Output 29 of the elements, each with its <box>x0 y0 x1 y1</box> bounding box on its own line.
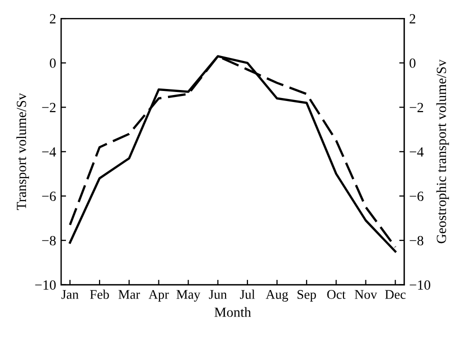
y-tick-label: −10 <box>35 280 56 290</box>
y2-tick-label: −10 <box>410 280 430 290</box>
x-tick-label: Sep <box>298 290 316 302</box>
x-tick-label: Jun <box>208 290 227 299</box>
x-tick-label: May <box>176 290 200 302</box>
x-axis-title: Month <box>214 307 251 317</box>
y2-tick-label: 2 <box>410 14 416 24</box>
x-tick-label: Apr <box>148 290 169 302</box>
x-tick-label: Oct <box>327 290 346 299</box>
y-tick-label: 2 <box>50 14 56 24</box>
y2-tick-label: −6 <box>410 192 424 201</box>
y2-tick-label: 0 <box>410 58 416 68</box>
y2-tick-label: −2 <box>410 102 424 112</box>
y2-tick-label: −4 <box>410 147 424 156</box>
y-tick-label: 0 <box>50 58 56 68</box>
x-tick-label: Nov <box>354 290 378 299</box>
x-tick-label: Feb <box>90 290 109 299</box>
y2-tick-label: −8 <box>410 236 424 246</box>
y-tick-label: −2 <box>42 102 56 112</box>
x-tick-label: Jan <box>61 290 79 299</box>
y-axis-title: Transport volume/Sv <box>16 93 29 210</box>
y-tick-label: −6 <box>42 192 56 201</box>
y-tick-label: −4 <box>42 147 56 156</box>
x-tick-label: Aug <box>266 290 288 302</box>
y-tick-label: −8 <box>42 236 56 246</box>
x-tick-label: Jul <box>240 290 255 299</box>
y2-axis-title: Geostrophic transport volume/Sv <box>436 59 449 244</box>
x-tick-label: Dec <box>385 290 406 299</box>
x-tick-label: Mar <box>118 290 140 299</box>
